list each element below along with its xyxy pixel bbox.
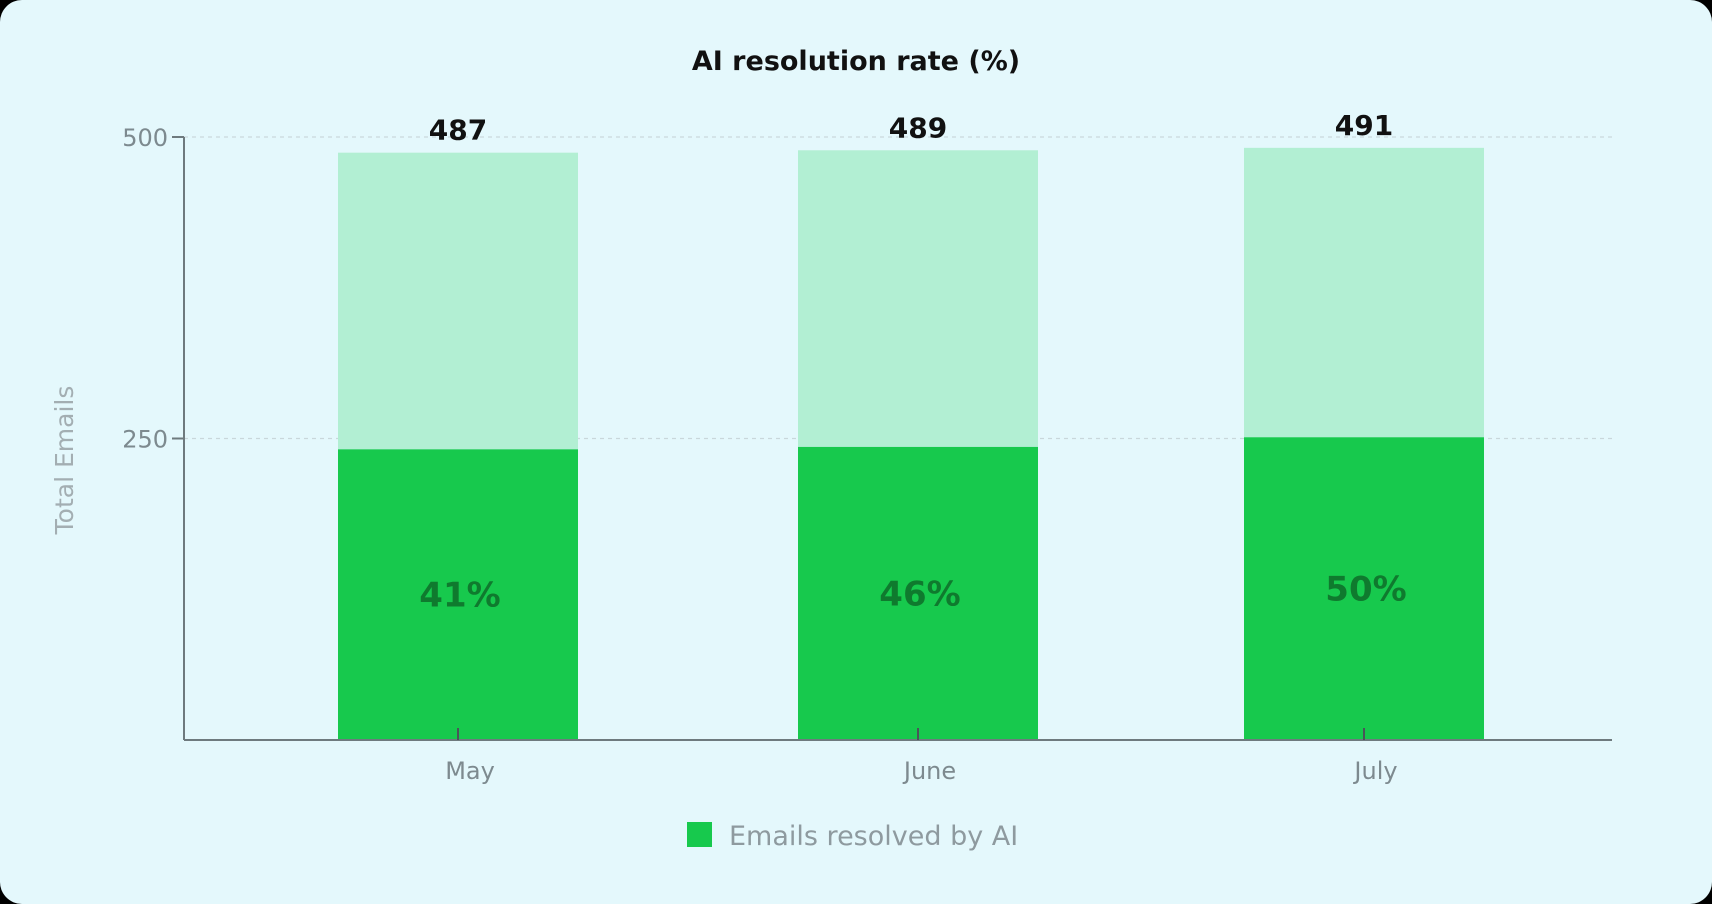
chart-title: AI resolution rate (%) (692, 46, 1020, 77)
legend-label: Emails resolved by AI (729, 821, 1018, 852)
y-tick-label: 500 (122, 124, 168, 152)
total-label: 491 (1335, 109, 1393, 142)
total-label: 489 (889, 111, 947, 144)
bar-resolved-july (1244, 437, 1484, 740)
bar-resolved-june (798, 446, 1038, 740)
percent-label: 41% (419, 576, 500, 616)
total-label: 487 (429, 114, 487, 147)
axes (172, 136, 1612, 741)
y-tick-label: 250 (122, 426, 168, 454)
x-tick-label: July (1352, 757, 1397, 785)
y-axis-title: Total Emails (50, 386, 79, 536)
bar-resolved-may (338, 449, 578, 740)
legend: Emails resolved by AI (687, 821, 1018, 852)
labels: 250 500 May 487 41% June 489 46% July 491 50% (122, 109, 1407, 785)
bars (338, 147, 1484, 741)
percent-label: 46% (879, 574, 960, 614)
percent-label: 50% (1325, 570, 1406, 610)
legend-swatch (687, 822, 712, 847)
x-tick-label: May (445, 757, 495, 785)
x-tick-label: June (902, 757, 956, 785)
